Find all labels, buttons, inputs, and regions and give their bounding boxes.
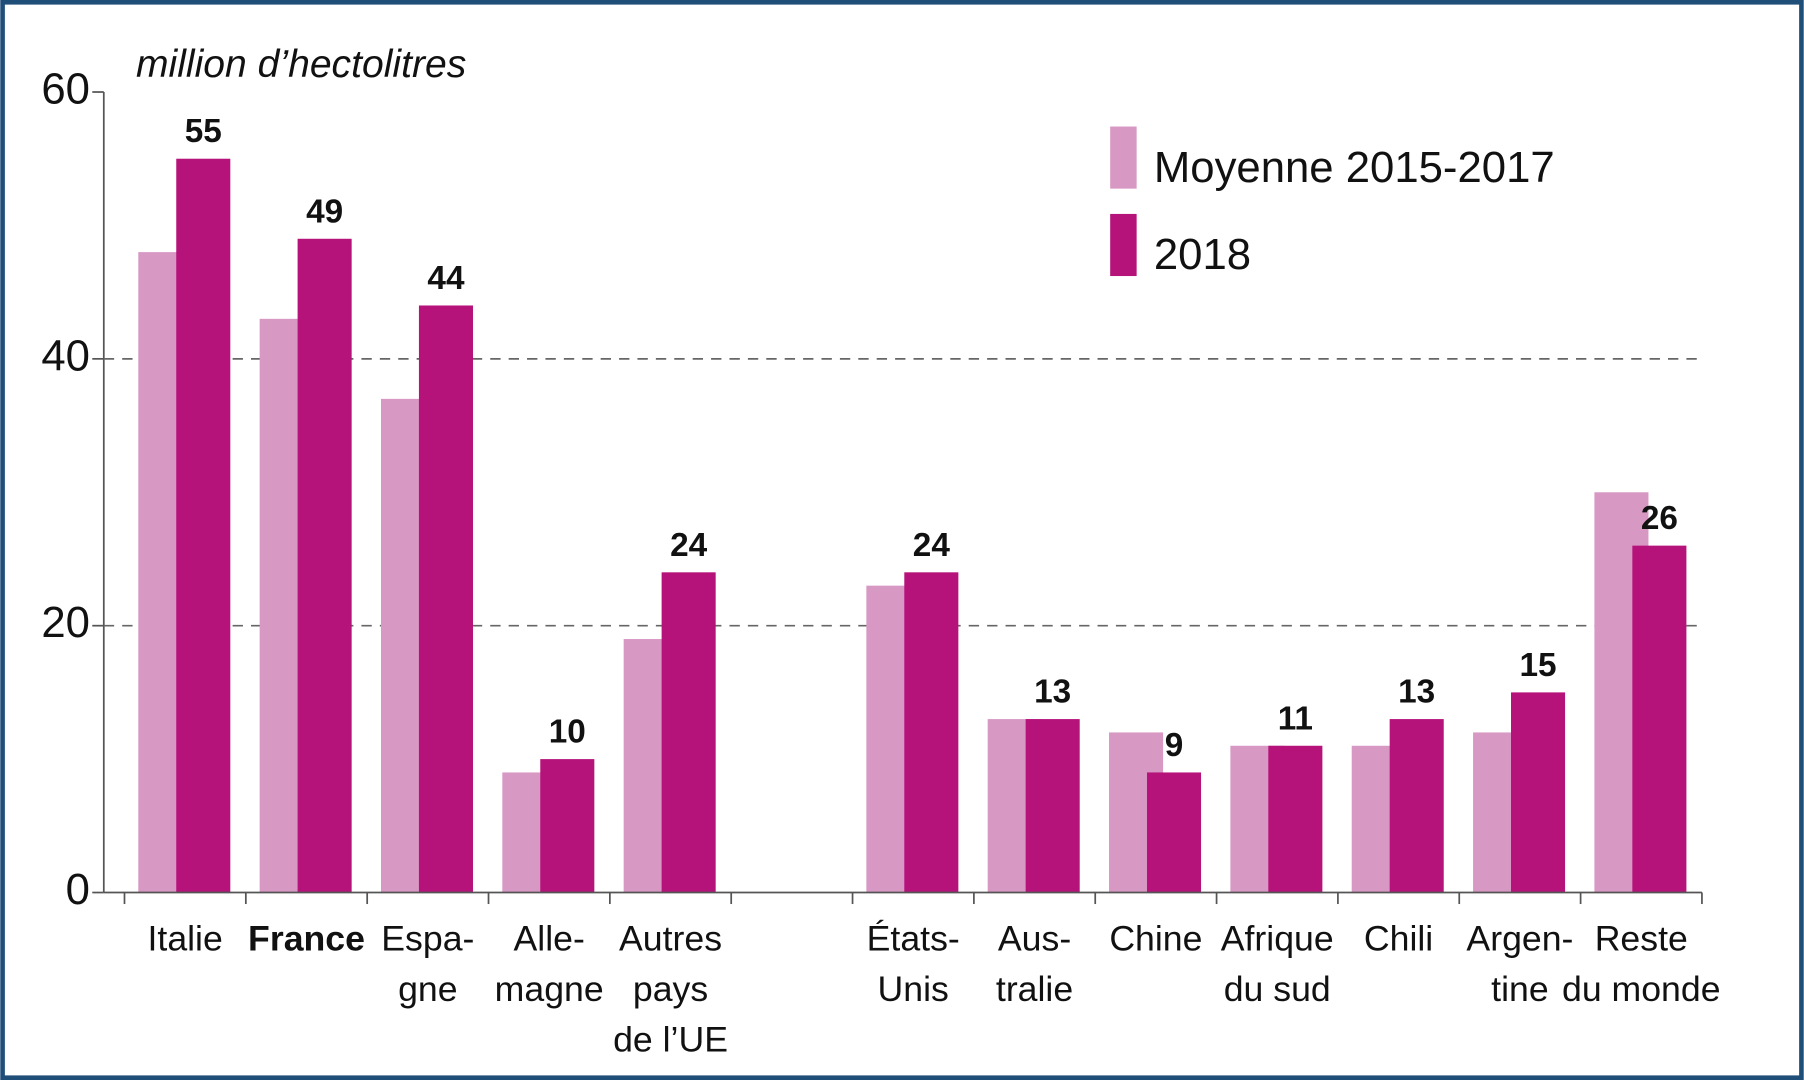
y-tick-label: 0 (66, 865, 90, 914)
value-label: 13 (1034, 674, 1071, 711)
x-tick-label: pays (633, 969, 708, 1009)
legend-label: 2018 (1154, 230, 1251, 279)
x-tick-label: tine (1491, 969, 1548, 1009)
value-label: 55 (185, 113, 222, 150)
y-tick-label: 60 (41, 65, 90, 114)
bar (1389, 719, 1444, 893)
bar (176, 158, 231, 893)
x-tick-label: gne (398, 969, 457, 1009)
x-tick-label: du sud (1224, 969, 1331, 1009)
x-tick-label: Espa- (381, 918, 474, 958)
x-tick-label: du monde (1562, 969, 1721, 1009)
bar (418, 305, 473, 893)
value-label: 11 (1278, 700, 1313, 737)
x-tick-label: Afrique (1221, 918, 1334, 958)
x-tick-label: Unis (878, 969, 949, 1009)
bar (1632, 545, 1687, 893)
value-label: 10 (549, 714, 586, 751)
bar (1268, 745, 1323, 893)
legend-swatch (1110, 213, 1137, 277)
x-tick-label: de l’UE (613, 1019, 728, 1059)
value-label: 44 (427, 260, 465, 297)
bar (904, 572, 959, 893)
value-label: 49 (306, 193, 343, 230)
legend-label: Moyenne 2015-2017 (1154, 143, 1555, 192)
x-tick-label: Chili (1364, 918, 1433, 958)
value-label: 15 (1519, 647, 1556, 684)
y-tick-label: 40 (41, 331, 90, 380)
x-tick-label: Chine (1109, 918, 1202, 958)
y-tick-label: 20 (41, 598, 90, 647)
x-tick-label: Alle- (514, 918, 585, 958)
x-tick-label: magne (495, 969, 604, 1009)
x-tick-label: tralie (996, 969, 1073, 1009)
legend-swatch (1110, 126, 1137, 189)
x-tick-label: Reste (1595, 918, 1688, 958)
bar (297, 238, 352, 893)
value-label: 26 (1641, 500, 1678, 537)
value-label: 9 (1165, 727, 1184, 764)
x-tick-label: Autres (619, 918, 722, 958)
x-tick-label: Italie (148, 918, 223, 958)
x-tick-label: Argen- (1466, 918, 1573, 958)
bar (1511, 692, 1566, 893)
x-tick-label: Aus- (998, 918, 1071, 958)
value-label: 24 (670, 527, 708, 564)
x-tick-label: France (248, 918, 365, 958)
x-tick-label: États- (867, 918, 960, 958)
y-axis-label: million d’hectolitres (136, 43, 466, 86)
bar (1025, 719, 1080, 893)
value-label: 13 (1398, 674, 1435, 711)
bar (540, 759, 595, 893)
bar (1146, 772, 1202, 893)
bar (661, 572, 716, 893)
value-label: 24 (913, 527, 951, 564)
